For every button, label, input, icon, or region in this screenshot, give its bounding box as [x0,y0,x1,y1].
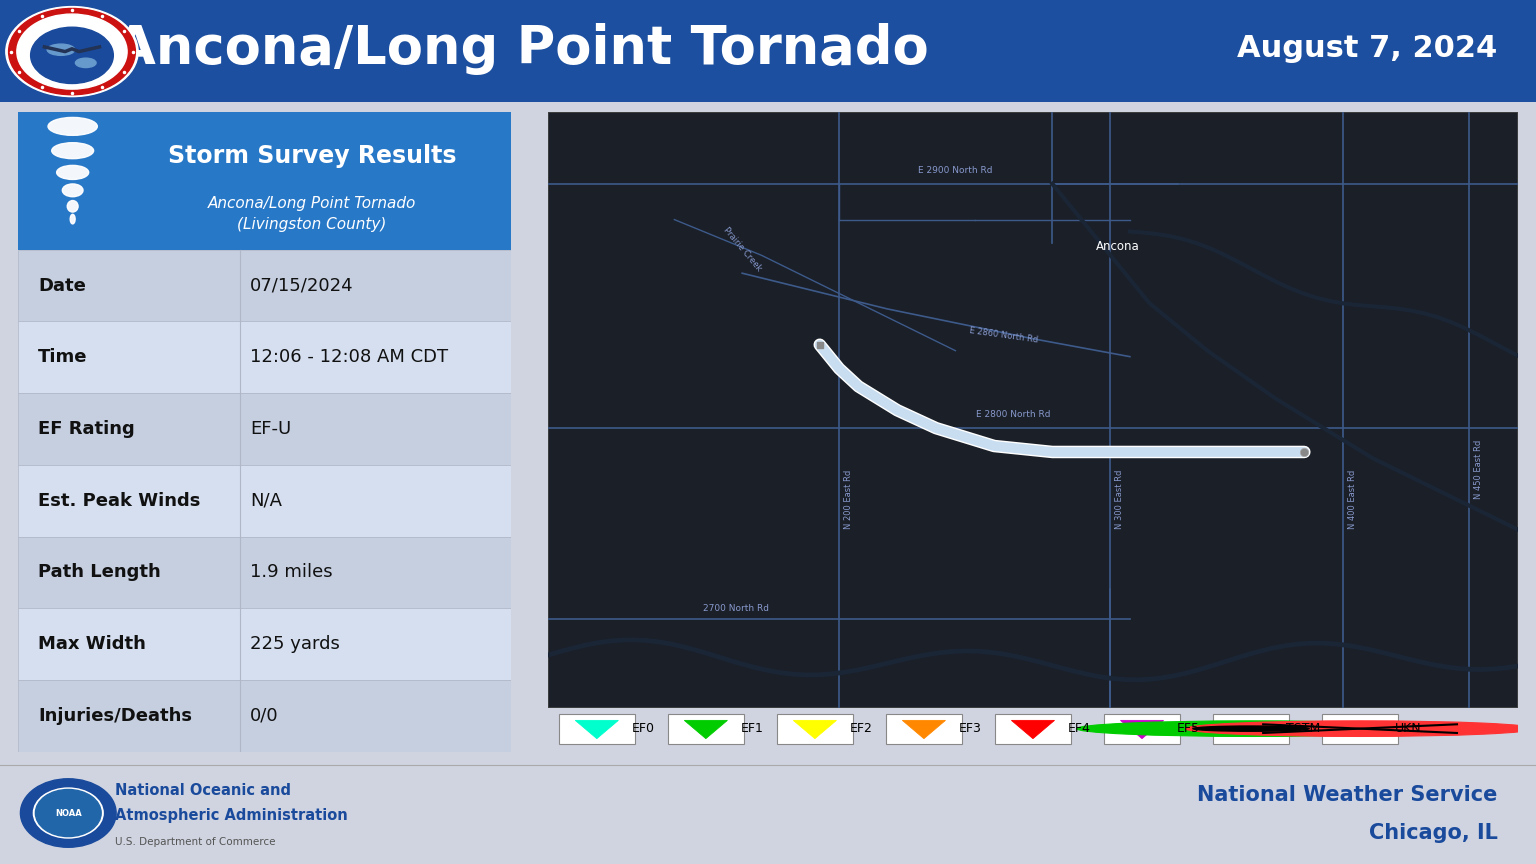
Text: N 450 East Rd: N 450 East Rd [1475,441,1482,499]
Circle shape [1077,721,1425,736]
FancyBboxPatch shape [777,714,852,744]
Text: N 200 East Rd: N 200 East Rd [843,470,852,530]
FancyBboxPatch shape [0,762,1536,864]
Polygon shape [1120,721,1164,739]
Ellipse shape [75,58,97,67]
Text: Atmospheric Administration: Atmospheric Administration [115,808,349,823]
Text: Prairie Creek: Prairie Creek [722,226,763,273]
Text: Storm Survey Results: Storm Survey Results [167,144,456,168]
FancyBboxPatch shape [18,250,511,321]
Ellipse shape [52,143,94,159]
Text: August 7, 2024: August 7, 2024 [1238,35,1498,63]
Polygon shape [685,721,728,739]
Polygon shape [902,721,946,739]
FancyBboxPatch shape [18,465,511,537]
Text: Path Length: Path Length [38,563,161,581]
FancyBboxPatch shape [18,608,511,680]
Circle shape [1193,726,1309,731]
Text: Injuries/Deaths: Injuries/Deaths [38,707,192,725]
Ellipse shape [68,200,78,212]
Polygon shape [1011,721,1055,739]
Circle shape [6,7,138,97]
Text: EF4: EF4 [1068,722,1091,735]
Circle shape [34,788,103,838]
Text: 225 yards: 225 yards [250,635,339,653]
Text: TSTM: TSTM [1286,722,1319,735]
Circle shape [20,778,117,848]
FancyBboxPatch shape [668,714,743,744]
Text: N 400 East Rd: N 400 East Rd [1349,470,1356,530]
Circle shape [17,14,127,89]
Text: 1.9 miles: 1.9 miles [250,563,333,581]
Text: National Weather Service: National Weather Service [1197,785,1498,804]
Text: Time: Time [38,348,88,366]
Ellipse shape [71,214,75,224]
FancyBboxPatch shape [18,112,511,250]
FancyBboxPatch shape [995,714,1071,744]
Text: 12:06 - 12:08 AM CDT: 12:06 - 12:08 AM CDT [250,348,449,366]
Text: Ancona: Ancona [1097,240,1140,253]
FancyBboxPatch shape [886,714,962,744]
FancyBboxPatch shape [1104,714,1180,744]
Text: EF2: EF2 [849,722,872,735]
Text: E 2800 North Rd: E 2800 North Rd [977,410,1051,419]
FancyBboxPatch shape [18,321,511,393]
Circle shape [1186,721,1534,736]
Text: National Oceanic and: National Oceanic and [115,783,292,798]
Text: EF5: EF5 [1177,722,1200,735]
Text: NOAA: NOAA [55,809,81,817]
Ellipse shape [48,118,97,136]
Text: Chicago, IL: Chicago, IL [1369,823,1498,843]
Text: 0/0: 0/0 [250,707,280,725]
Text: 07/15/2024: 07/15/2024 [250,276,353,295]
Text: EF-U: EF-U [250,420,292,438]
Text: Est. Peak Winds: Est. Peak Winds [38,492,201,510]
FancyBboxPatch shape [1213,714,1289,744]
Text: Max Width: Max Width [38,635,146,653]
Text: EF0: EF0 [631,722,654,735]
Text: E 2860 North Rd: E 2860 North Rd [969,327,1038,345]
Polygon shape [576,721,619,739]
FancyBboxPatch shape [18,393,511,465]
Ellipse shape [57,165,89,180]
Text: N/A: N/A [250,492,283,510]
Ellipse shape [63,184,83,197]
Circle shape [35,790,101,836]
Circle shape [9,9,135,95]
Text: E 2900 North Rd: E 2900 North Rd [919,166,992,175]
FancyBboxPatch shape [18,537,511,608]
Text: Ancona/Long Point Tornado: Ancona/Long Point Tornado [115,23,929,75]
Text: 2700 North Rd: 2700 North Rd [703,604,770,613]
Text: EF1: EF1 [740,722,763,735]
FancyBboxPatch shape [548,112,1518,708]
Text: EF Rating: EF Rating [38,420,135,438]
FancyBboxPatch shape [1322,714,1398,744]
Text: Ancona/Long Point Tornado
(Livingston County): Ancona/Long Point Tornado (Livingston Co… [207,196,416,232]
Text: Date: Date [38,276,86,295]
FancyBboxPatch shape [0,0,1536,102]
Text: U.S. Department of Commerce: U.S. Department of Commerce [115,836,275,847]
FancyBboxPatch shape [18,680,511,752]
Text: N 300 East Rd: N 300 East Rd [1115,470,1124,530]
Text: EF3: EF3 [958,722,982,735]
Circle shape [31,27,114,84]
Ellipse shape [48,44,75,55]
FancyBboxPatch shape [559,714,634,744]
Polygon shape [793,721,837,739]
Text: UKN: UKN [1395,722,1422,735]
